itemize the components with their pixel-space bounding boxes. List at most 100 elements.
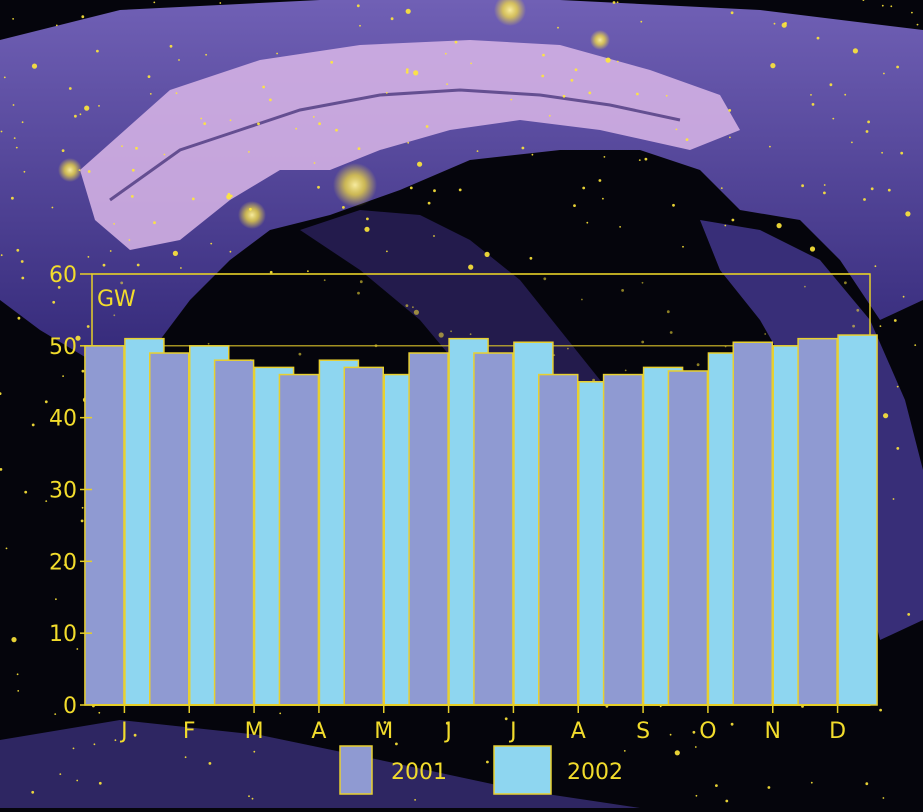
city-light-dot — [405, 8, 411, 14]
city-light-dot — [770, 63, 776, 69]
city-light-dot — [0, 254, 3, 257]
city-light-dot — [531, 153, 534, 156]
city-light-dot — [383, 721, 387, 724]
city-light-dot — [730, 722, 734, 726]
city-light-dot — [395, 742, 398, 746]
y-tick-labels: 0 10 20 30 40 50 60 — [49, 263, 92, 719]
city-light-dot — [902, 295, 905, 298]
city-light-dot — [521, 146, 525, 150]
city-light-dot — [896, 65, 899, 69]
y-unit-label: GW — [97, 287, 136, 312]
city-light-dot — [16, 248, 20, 252]
city-light-dot — [605, 57, 611, 63]
bar-2001-2 — [149, 352, 190, 706]
bar-2002-12 — [837, 334, 878, 706]
city-light-dot — [113, 223, 115, 225]
bar-2001-7 — [473, 352, 514, 706]
city-light-dot — [669, 733, 672, 736]
city-light-dot — [484, 251, 490, 257]
city-light-dot — [385, 92, 388, 94]
city-light-dot — [405, 304, 409, 307]
city-light-dot — [81, 369, 85, 373]
city-light-dot — [887, 188, 891, 192]
city-light-dot — [624, 369, 627, 372]
city-glow-turin — [238, 201, 266, 229]
city-light-dot — [557, 26, 559, 29]
city-light-dot — [251, 797, 254, 800]
city-light-dot — [136, 263, 140, 267]
city-light-dot — [357, 147, 361, 151]
city-light-dot — [865, 782, 869, 786]
city-light-dot — [468, 264, 474, 270]
bar-2001-10 — [667, 370, 709, 706]
city-light-dot — [725, 799, 729, 803]
city-light-dot — [612, 1, 616, 4]
city-glow-munich — [590, 30, 610, 50]
legend-label-2002: 2002 — [567, 760, 623, 785]
city-light-dot — [16, 673, 19, 676]
y-tick-label: 50 — [49, 335, 77, 360]
city-light-dot — [638, 159, 641, 162]
city-light-dot — [51, 206, 54, 209]
city-light-dot — [257, 122, 260, 126]
city-light-dot — [588, 91, 592, 95]
city-light-dot — [469, 333, 472, 336]
city-light-dot — [312, 116, 315, 118]
city-light-dot — [543, 277, 547, 281]
city-light-dot — [602, 197, 604, 200]
city-light-dot — [562, 94, 566, 98]
city-light-dot — [180, 267, 182, 269]
city-light-dot — [205, 53, 208, 56]
legend-swatch-2002 — [493, 745, 552, 795]
city-light-dot — [810, 94, 812, 96]
city-light-dot — [113, 314, 116, 317]
city-light-dot — [98, 711, 101, 714]
city-light-dot — [72, 747, 75, 750]
city-glow-milan — [333, 163, 377, 207]
city-light-dot — [359, 280, 363, 284]
city-light-dot — [405, 68, 409, 71]
city-light-dot — [644, 157, 648, 161]
city-light-dot — [128, 239, 131, 241]
city-light-dot — [438, 332, 444, 338]
city-light-dot — [276, 52, 278, 55]
city-light-dot — [883, 72, 885, 75]
city-light-dot — [330, 60, 334, 64]
x-tick-label: A — [311, 719, 326, 744]
city-light-dot — [357, 291, 360, 295]
x-tick-label: F — [183, 719, 196, 744]
city-light-dot — [896, 385, 899, 388]
city-light-dot — [504, 717, 508, 721]
y-tick-label: 10 — [49, 622, 77, 647]
city-light-dot — [720, 187, 723, 190]
city-light-dot — [5, 547, 8, 550]
city-light-dot — [163, 153, 166, 156]
city-light-dot — [641, 340, 645, 344]
city-light-dot — [454, 40, 458, 44]
city-light-dot — [57, 286, 61, 289]
city-light-dot — [55, 24, 58, 27]
city-light-dot — [553, 354, 556, 356]
city-light-dot — [914, 344, 917, 346]
city-light-dot — [98, 781, 102, 785]
city-light-dot — [153, 221, 156, 225]
city-light-dot — [169, 44, 173, 48]
x-tick-label: M — [245, 719, 264, 744]
city-light-dot — [414, 799, 416, 801]
x-tick-label: D — [829, 719, 846, 744]
city-light-dot — [724, 224, 727, 227]
city-light-dot — [45, 500, 48, 502]
alps-ridge-texture — [109, 88, 681, 202]
city-light-dot — [0, 468, 3, 471]
city-light-dot — [476, 150, 479, 153]
city-light-dot — [191, 197, 195, 201]
city-light-dot — [881, 4, 884, 7]
city-light-dot — [31, 423, 35, 427]
city-light-dot — [641, 281, 644, 284]
city-light-dot — [147, 75, 151, 78]
city-light-dot — [433, 189, 436, 193]
city-light-dot — [269, 98, 272, 102]
city-light-dot — [582, 186, 586, 190]
city-light-dot — [486, 760, 489, 764]
